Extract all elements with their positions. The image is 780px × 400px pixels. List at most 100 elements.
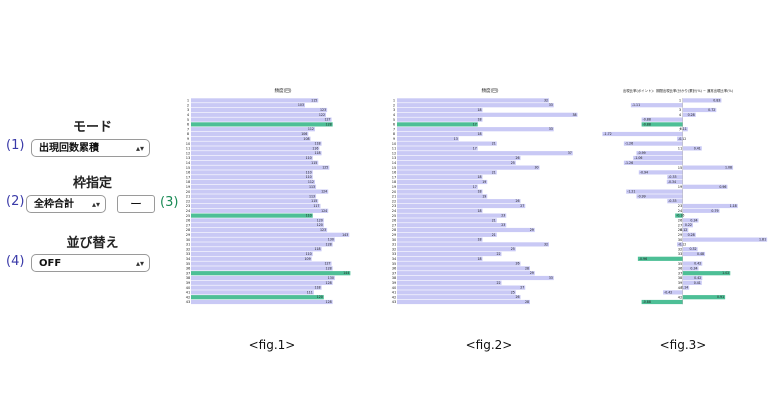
value-label: 103 [298, 103, 304, 107]
bar [191, 160, 319, 165]
bar [397, 271, 535, 276]
value-label: 118 [314, 142, 320, 146]
bar [397, 160, 516, 165]
value-label: 23 [501, 214, 505, 218]
bar [682, 271, 731, 276]
value-label: -0.88 [643, 122, 651, 126]
bar [191, 261, 332, 266]
value-label: 125 [322, 166, 328, 170]
bar [191, 271, 351, 276]
category-label: 11 [186, 147, 191, 151]
value-label: -1.26 [625, 142, 633, 146]
value-label: 19 [482, 194, 486, 198]
value-label: 32 [544, 242, 548, 246]
bar [682, 203, 738, 209]
bar [682, 232, 696, 237]
category-label: 27 [392, 223, 397, 227]
category-label: 42 [392, 295, 397, 299]
bar [397, 275, 554, 281]
category-label: 29 [186, 233, 191, 237]
bar [191, 175, 313, 180]
value-label: 106 [301, 132, 307, 136]
category-label: 12 [186, 151, 191, 155]
value-label: 111 [307, 290, 313, 294]
value-label: 26 [515, 295, 519, 299]
frame-number: (2) [6, 194, 25, 209]
bar [602, 131, 683, 137]
bar [397, 194, 488, 199]
frame-title: 枠指定 [72, 176, 112, 191]
bar [675, 213, 683, 218]
bar [191, 131, 309, 137]
mode-number: (1) [6, 138, 25, 153]
category-label: 21 [186, 195, 191, 199]
category-label: 6 [393, 123, 396, 127]
value-label: -0.33 [668, 199, 676, 203]
bar [623, 160, 683, 165]
category-label: 6 [187, 123, 190, 127]
bar [623, 141, 683, 146]
value-label: 110 [306, 170, 312, 174]
bar [397, 170, 497, 175]
bar [682, 295, 726, 300]
value-label: 0.91 [717, 295, 724, 299]
value-label: 144 [343, 271, 349, 275]
mode-select[interactable]: 出現回数累積 ▴▾ [31, 139, 150, 157]
value-label: -0.12 [678, 242, 686, 246]
category-label: 27 [678, 223, 683, 227]
category-label: 22 [186, 199, 191, 203]
bar [191, 251, 313, 257]
value-label: 25 [511, 161, 515, 165]
bar [397, 251, 502, 257]
bar [397, 155, 521, 161]
bar [191, 299, 333, 305]
category-label: 21 [392, 195, 397, 199]
value-label: 109 [305, 257, 311, 261]
frame-select-value: 全枠合計 [34, 199, 74, 210]
bar [638, 170, 683, 175]
value-label: 118 [314, 151, 320, 155]
category-label: 35 [678, 262, 683, 266]
value-label: 21 [492, 170, 496, 174]
category-label: 1 [187, 99, 189, 103]
frame-detail-input[interactable]: ー [117, 195, 155, 213]
value-label: 120 [317, 295, 323, 299]
category-label: 32 [186, 247, 191, 251]
value-label: 13 [454, 137, 458, 141]
value-label: 38 [572, 113, 576, 117]
sort-select[interactable]: OFF ▴▾ [31, 254, 150, 272]
bar [191, 247, 322, 252]
category-label: 13 [392, 156, 397, 160]
bar [397, 127, 554, 132]
value-label: 110 [306, 214, 312, 218]
bar [397, 208, 483, 213]
bar [682, 247, 698, 252]
category-label: 37 [186, 271, 191, 275]
category-label: 30 [392, 238, 397, 242]
bar [637, 256, 683, 261]
value-label: 110 [306, 156, 312, 160]
category-label: 37 [678, 271, 683, 275]
value-label: 30 [534, 166, 538, 170]
value-label: 27 [520, 204, 524, 208]
bar [191, 203, 321, 209]
bar [191, 179, 315, 185]
bar [682, 285, 690, 290]
chart-title: 頻度(回) [274, 87, 291, 94]
category-label: 26 [186, 219, 191, 223]
category-label: 9 [393, 137, 396, 141]
category-label: 35 [186, 262, 191, 266]
value-label: 122 [319, 113, 325, 117]
category-label: 29 [678, 233, 683, 237]
frame-select[interactable]: 全枠合計 ▴▾ [26, 195, 106, 213]
value-label: -0.96 [639, 257, 647, 261]
bar [630, 103, 683, 108]
value-label: 0.79 [711, 209, 718, 213]
value-label: 112 [308, 180, 314, 184]
value-label: 0.96 [719, 185, 726, 189]
category-label: 11 [678, 147, 683, 151]
control-panel: モード (1) 出現回数累積 ▴▾ 枠指定 (2) 全枠合計 ▴▾ ー (3) … [0, 0, 185, 400]
category-label: 18 [392, 180, 397, 184]
value-label: 128 [326, 242, 332, 246]
category-label: 36 [392, 267, 397, 271]
